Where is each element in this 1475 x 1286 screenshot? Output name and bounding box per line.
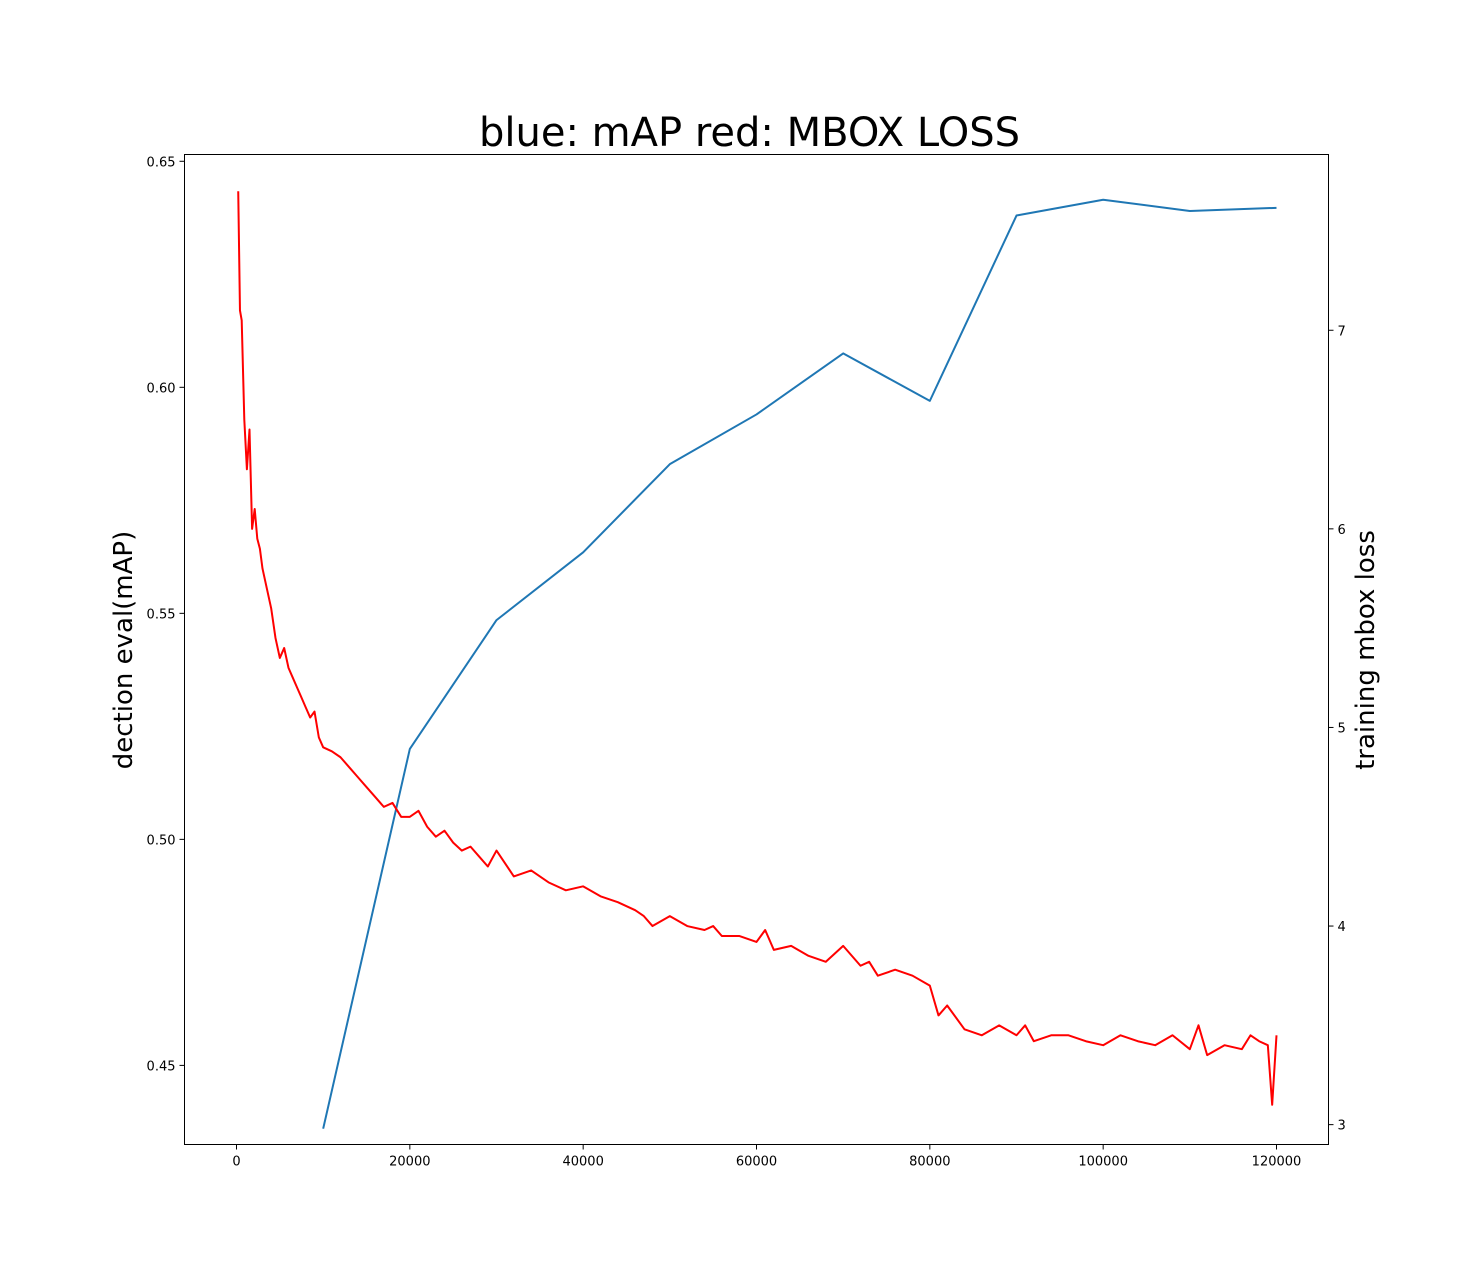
right-y-tick-label: 5 xyxy=(1338,721,1346,736)
x-tick-label: 100000 xyxy=(1078,1155,1128,1170)
left-y-tick-label: 0.55 xyxy=(147,607,176,622)
x-tick-label: 60000 xyxy=(736,1155,777,1170)
left-y-tick-label: 0.60 xyxy=(147,381,176,396)
x-tick-label: 0 xyxy=(232,1155,240,1170)
right-y-tick-label: 4 xyxy=(1338,920,1346,935)
right-y-tick-label: 3 xyxy=(1338,1119,1346,1134)
x-tick-label: 120000 xyxy=(1252,1155,1302,1170)
plot-area xyxy=(237,191,1278,1129)
series-line-mbox-loss xyxy=(237,191,1278,1106)
x-tick-label: 20000 xyxy=(389,1155,430,1170)
left-y-tick-label: 0.50 xyxy=(147,833,176,848)
left-axis-title: dection eval(mAP) xyxy=(109,531,139,769)
chart-title: blue: mAP red: MBOX LOSS xyxy=(479,110,1020,156)
left-y-tick-label: 0.45 xyxy=(147,1059,176,1074)
plot-frame xyxy=(184,154,1329,1145)
right-y-tick-label: 6 xyxy=(1338,523,1346,538)
left-y-tick-label: 0.65 xyxy=(147,155,176,170)
right-axis-title: training mbox loss xyxy=(1351,530,1381,770)
series-line-map xyxy=(322,198,1277,1129)
x-tick-label: 40000 xyxy=(562,1155,603,1170)
x-tick-label: 80000 xyxy=(909,1155,950,1170)
axes-ticks: 0 20000 40000 60000 80000 100000 120000 0.45 0.5… xyxy=(147,155,1346,1169)
right-y-tick-label: 7 xyxy=(1338,324,1346,339)
